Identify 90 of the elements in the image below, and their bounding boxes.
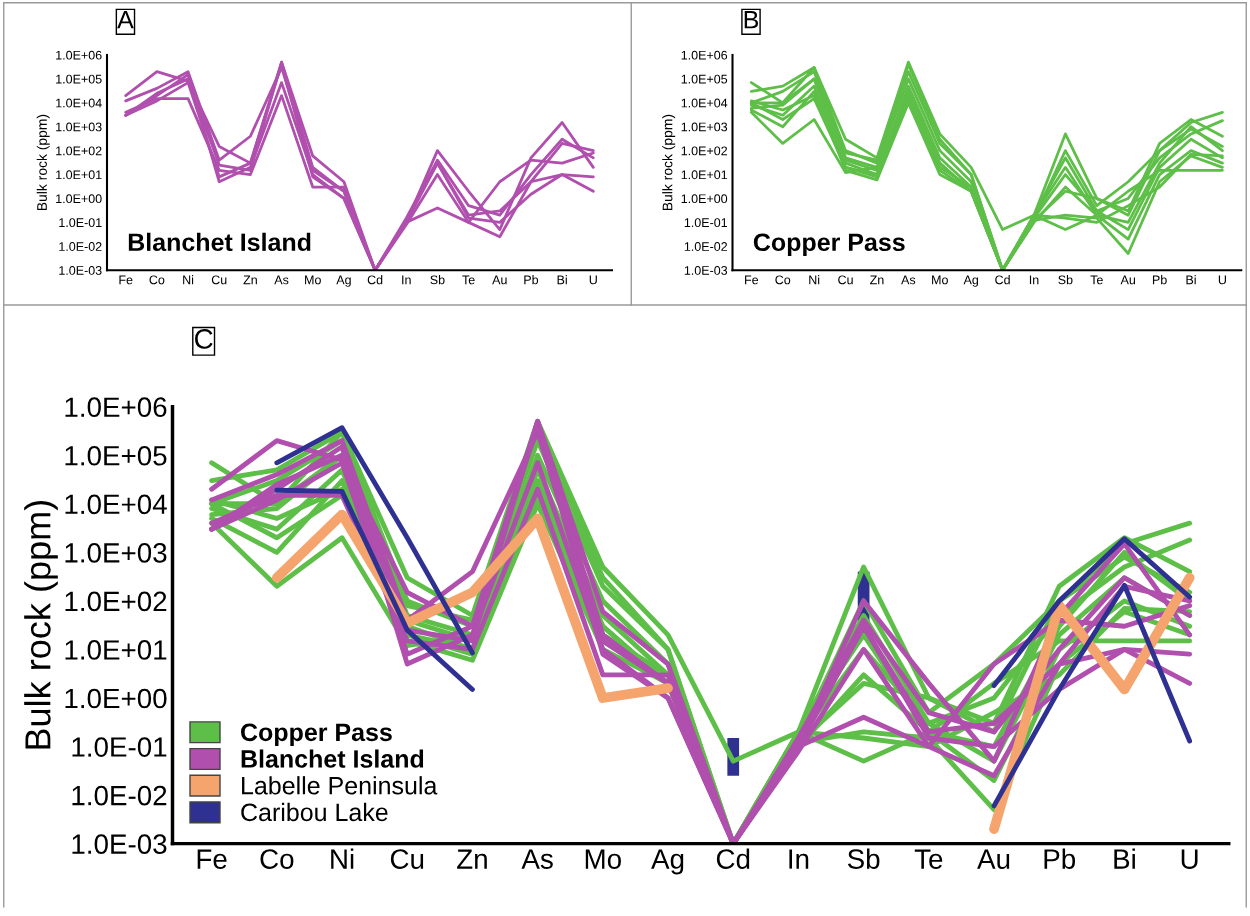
y-tick-label: 1.0E+00 xyxy=(56,194,102,204)
y-tick-label: 1.0E-03 xyxy=(59,266,102,275)
text: A xyxy=(117,11,134,29)
x-tick-label: As xyxy=(901,275,916,285)
y-axis-title: Bulk rock (ppm) xyxy=(24,500,58,749)
x-tick-label: Mo xyxy=(585,849,621,869)
y-tick-label: 1.0E-02 xyxy=(59,242,102,251)
x-tick-label: Cu xyxy=(211,275,227,285)
y-tick-label: 1.0E+06 xyxy=(681,50,728,60)
x-tick-label: Fe xyxy=(197,849,227,869)
x-tick-label: Te xyxy=(1090,275,1103,285)
x-tick-label: Pb xyxy=(1044,848,1076,869)
y-tick-label: 1.0E+04 xyxy=(681,98,728,108)
y-tick-label: 1.0E-01 xyxy=(72,737,167,757)
y-tick-label: 1.0E+03 xyxy=(56,122,102,132)
y-tick-label: 1.0E+03 xyxy=(681,122,728,132)
x-tick-label: Bi xyxy=(1186,275,1196,285)
text: C xyxy=(195,329,213,349)
x-tick-label: Zn xyxy=(457,849,487,869)
x-tick-label: U xyxy=(1181,849,1198,869)
x-tick-label: Cd xyxy=(995,275,1010,285)
x-tick-label: Au xyxy=(977,849,1010,869)
x-tick-label: In xyxy=(789,849,809,869)
y-tick-label: 1.0E+03 xyxy=(65,543,167,563)
x-tick-label: Te xyxy=(914,849,943,869)
y-axis-title: Bulk rock (ppm) xyxy=(36,114,50,211)
x-tick-label: Ni xyxy=(183,275,194,285)
x-tick-label: Au xyxy=(492,275,507,285)
x-tick-label: Cd xyxy=(367,275,383,285)
x-tick-label: Cu xyxy=(838,275,853,285)
y-tick-label: 1.0E+01 xyxy=(681,170,728,180)
y-tick-label: 1.0E-02 xyxy=(684,242,728,251)
annotation: Blanchet Island xyxy=(128,232,311,252)
text: B xyxy=(744,11,759,29)
legend-label: Blanchet Island xyxy=(241,749,424,768)
legend-label: Caribou Lake xyxy=(241,802,388,822)
y-tick-label: 1.0E+02 xyxy=(56,146,102,156)
y-tick-label: 1.0E+05 xyxy=(681,74,728,84)
y-tick-label: 1.0E-03 xyxy=(72,834,167,854)
y-tick-label: 1.0E-02 xyxy=(72,785,167,806)
x-tick-label: Ag xyxy=(963,275,979,287)
legend-label: Copper Pass xyxy=(241,723,392,747)
legend-label: Labelle Peninsula xyxy=(242,776,438,795)
x-tick-label: Ag xyxy=(336,275,351,287)
x-tick-label: Bi xyxy=(557,275,567,285)
x-tick-label: U xyxy=(589,275,597,285)
y-tick-label: 1.0E+04 xyxy=(56,98,102,108)
x-tick-label: Ag xyxy=(651,849,684,875)
x-tick-label: Pb xyxy=(1152,275,1167,285)
y-tick-label: 1.0E-03 xyxy=(684,266,728,275)
x-tick-label: Zn xyxy=(870,275,884,285)
y-tick-label: 1.0E+02 xyxy=(65,591,167,612)
x-tick-label: Fe xyxy=(745,275,759,285)
annotation: Copper Pass xyxy=(753,233,905,257)
x-tick-label: Zn xyxy=(243,275,257,285)
y-tick-label: 1.0E+00 xyxy=(65,688,167,709)
x-tick-label: In xyxy=(1029,275,1039,285)
x-tick-label: Te xyxy=(462,275,475,285)
x-tick-label: Mo xyxy=(932,275,948,285)
x-tick-label: Ni xyxy=(331,848,354,869)
x-tick-label: Bi xyxy=(1114,848,1135,869)
x-tick-label: Cu xyxy=(390,849,424,869)
x-tick-label: In xyxy=(402,275,411,285)
x-tick-label: Pb xyxy=(524,275,539,285)
x-tick-label: Co xyxy=(260,849,294,869)
x-tick-label: Co xyxy=(775,275,791,285)
x-tick-label: U xyxy=(1218,275,1226,285)
x-tick-label: Mo xyxy=(305,275,321,285)
y-tick-label: 1.0E-01 xyxy=(684,218,728,228)
y-tick-label: 1.0E+05 xyxy=(65,445,167,466)
y-tick-label: 1.0E+06 xyxy=(56,50,102,60)
x-tick-label: Cd xyxy=(716,848,750,869)
y-tick-label: 1.0E+04 xyxy=(65,494,167,515)
y-tick-label: 1.0E+05 xyxy=(56,74,102,84)
x-tick-label: Sb xyxy=(1058,275,1073,285)
x-tick-label: Au xyxy=(1120,275,1136,285)
x-tick-label: Sb xyxy=(430,275,445,285)
x-tick-label: Sb xyxy=(847,848,880,869)
y-tick-label: 1.0E+00 xyxy=(681,194,728,204)
y-tick-label: 1.0E+06 xyxy=(65,397,167,418)
x-tick-label: As xyxy=(521,849,553,869)
x-tick-label: Co xyxy=(149,275,165,285)
y-tick-label: 1.0E+01 xyxy=(56,170,102,180)
y-tick-label: 1.0E+02 xyxy=(681,146,728,156)
y-axis-title: Bulk rock (ppm) xyxy=(662,114,676,211)
y-tick-label: 1.0E-01 xyxy=(59,218,102,228)
x-tick-label: Fe xyxy=(119,275,133,285)
x-tick-label: As xyxy=(274,275,289,285)
y-tick-label: 1.0E+01 xyxy=(65,640,167,660)
x-tick-label: Ni xyxy=(809,275,820,285)
